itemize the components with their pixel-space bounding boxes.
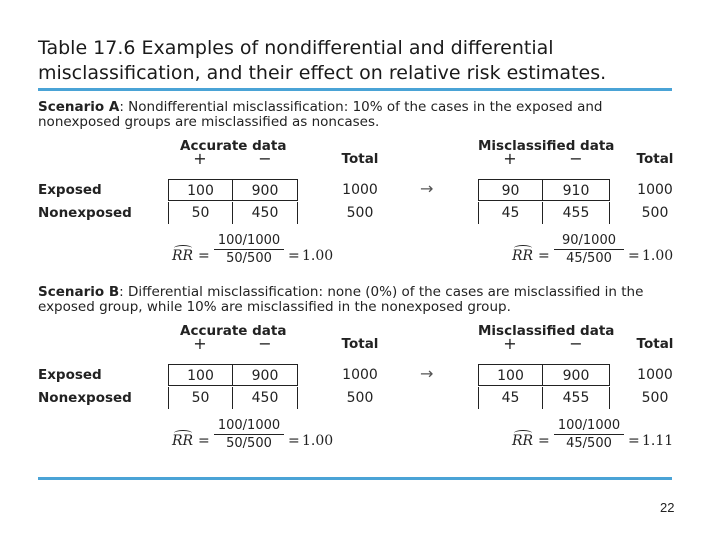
rr-result: 1.00 [302, 433, 334, 449]
arrow: → [420, 364, 434, 383]
rr-symbol: RR [172, 433, 194, 449]
rr-result: 1.11 [642, 433, 674, 449]
table-cell: 1000 [342, 367, 378, 383]
table-cell: 500 [641, 205, 669, 221]
rr-numerator: 100/1000 [214, 232, 284, 250]
equals-sign: = [198, 248, 210, 264]
column-header: − [569, 334, 583, 353]
table-cell: 100 [168, 364, 232, 386]
table-cell: 910 [542, 179, 610, 201]
rr-denominator: 45/500 [566, 251, 612, 266]
scenario-label: Scenario A [38, 99, 120, 115]
rr-symbol: RR [512, 248, 534, 264]
table-cell: 1000 [342, 182, 378, 198]
table-cell: 500 [346, 390, 374, 406]
rr-numerator: 100/1000 [554, 417, 624, 435]
rr-fraction: 100/1000 50/500 [214, 232, 284, 267]
rr-denominator: 45/500 [566, 436, 612, 451]
table-cell: 100 [168, 179, 232, 201]
table-cell: 900 [232, 364, 298, 386]
rr-numerator: 90/1000 [554, 232, 624, 250]
rr-hat [174, 245, 192, 251]
table-cell: 450 [232, 202, 298, 224]
table-cell: 900 [542, 364, 610, 386]
scenario-text: : Differential misclassification: none (… [38, 284, 644, 315]
scenario-text: : Nondifferential misclassification: 10%… [38, 99, 603, 130]
table-cell: 450 [232, 387, 298, 409]
rr-symbol: RR [512, 433, 534, 449]
rr-fraction: 90/1000 45/500 [554, 232, 624, 267]
scenario-description: Scenario B: Differential misclassificati… [38, 285, 678, 315]
column-header: Total [341, 336, 379, 352]
table-cell: 45 [478, 387, 542, 409]
rr-result: 1.00 [302, 248, 334, 264]
table-cell: 90 [478, 179, 542, 201]
column-header: Total [341, 151, 379, 167]
equals-sign: = [628, 433, 640, 449]
column-header: − [258, 149, 272, 168]
page-number: 22 [660, 500, 675, 515]
rr-fraction: 100/1000 45/500 [554, 417, 624, 452]
arrow: → [420, 179, 434, 198]
rr-numerator: 100/1000 [214, 417, 284, 435]
table-cell: 900 [232, 179, 298, 201]
table-cell: 50 [168, 387, 232, 409]
rr-denominator: 50/500 [226, 251, 272, 266]
rr-symbol: RR [172, 248, 194, 264]
top-rule [38, 88, 672, 91]
row-label: Nonexposed [38, 205, 132, 221]
column-header: − [258, 334, 272, 353]
equals-sign: = [538, 433, 550, 449]
column-header: + [193, 149, 207, 168]
rr-result: 1.00 [642, 248, 674, 264]
rr-hat [514, 430, 532, 436]
equals-sign: = [198, 433, 210, 449]
bottom-rule [38, 477, 672, 480]
table-cell: 500 [641, 390, 669, 406]
rr-hat [174, 430, 192, 436]
row-label: Exposed [38, 182, 102, 198]
column-header: − [569, 149, 583, 168]
rr-fraction: 100/1000 50/500 [214, 417, 284, 452]
equals-sign: = [628, 248, 640, 264]
scenario-description: Scenario A: Nondifferential misclassific… [38, 100, 678, 130]
table-cell: 45 [478, 202, 542, 224]
table-cell: 1000 [637, 182, 673, 198]
table-cell: 455 [542, 202, 610, 224]
table-heading: Accurate data [180, 323, 287, 339]
rr-denominator: 50/500 [226, 436, 272, 451]
rr-hat [514, 245, 532, 251]
column-header: + [503, 334, 517, 353]
equals-sign: = [288, 433, 300, 449]
equals-sign: = [288, 248, 300, 264]
table-heading: Misclassified data [478, 323, 615, 339]
row-label: Exposed [38, 367, 102, 383]
table-cell: 50 [168, 202, 232, 224]
row-label: Nonexposed [38, 390, 132, 406]
table-cell: 500 [346, 205, 374, 221]
table-heading: Accurate data [180, 138, 287, 154]
equals-sign: = [538, 248, 550, 264]
table-cell: 1000 [637, 367, 673, 383]
column-header: + [193, 334, 207, 353]
column-header: + [503, 149, 517, 168]
column-header: Total [636, 336, 674, 352]
table-cell: 100 [478, 364, 542, 386]
table-title: Table 17.6 Examples of nondifferential a… [38, 37, 607, 84]
table-cell: 455 [542, 387, 610, 409]
column-header: Total [636, 151, 674, 167]
table-heading: Misclassified data [478, 138, 615, 154]
scenario-label: Scenario B [38, 284, 120, 300]
